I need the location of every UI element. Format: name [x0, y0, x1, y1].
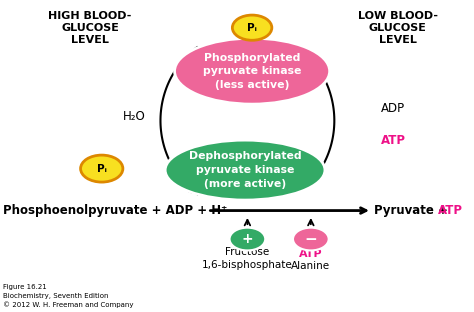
Text: Figure 16.21
Biochemistry, Seventh Edition
© 2012 W. H. Freeman and Company: Figure 16.21 Biochemistry, Seventh Editi…: [3, 284, 134, 308]
Text: Phosphorylated
pyruvate kinase
(less active): Phosphorylated pyruvate kinase (less act…: [203, 52, 301, 90]
Circle shape: [81, 155, 123, 182]
Text: Pyruvate +: Pyruvate +: [374, 204, 452, 217]
Circle shape: [293, 228, 328, 251]
Text: +: +: [242, 232, 253, 246]
Ellipse shape: [174, 38, 329, 104]
Text: LOW BLOOD-
GLUCOSE
LEVEL: LOW BLOOD- GLUCOSE LEVEL: [358, 11, 438, 45]
Text: ATP: ATP: [438, 204, 463, 217]
Text: Alanine: Alanine: [292, 261, 330, 271]
Text: Pᵢ: Pᵢ: [247, 23, 257, 33]
Text: Pᵢ: Pᵢ: [97, 163, 107, 173]
Text: H₂O: H₂O: [123, 110, 146, 123]
Text: HIGH BLOOD-
GLUCOSE
LEVEL: HIGH BLOOD- GLUCOSE LEVEL: [48, 11, 132, 45]
Text: ATP: ATP: [299, 249, 323, 259]
Ellipse shape: [165, 140, 325, 200]
Text: ADP: ADP: [381, 102, 405, 115]
Text: ATP: ATP: [381, 134, 406, 147]
Text: −: −: [304, 232, 317, 246]
Text: Phosphoenolpyruvate + ADP + H⁺: Phosphoenolpyruvate + ADP + H⁺: [3, 204, 228, 217]
Circle shape: [232, 15, 272, 40]
Text: Fructose
1,6-bisphosphate: Fructose 1,6-bisphosphate: [202, 247, 293, 270]
Circle shape: [229, 228, 265, 251]
Text: Dephosphorylated
pyruvate kinase
(more active): Dephosphorylated pyruvate kinase (more a…: [189, 152, 301, 189]
